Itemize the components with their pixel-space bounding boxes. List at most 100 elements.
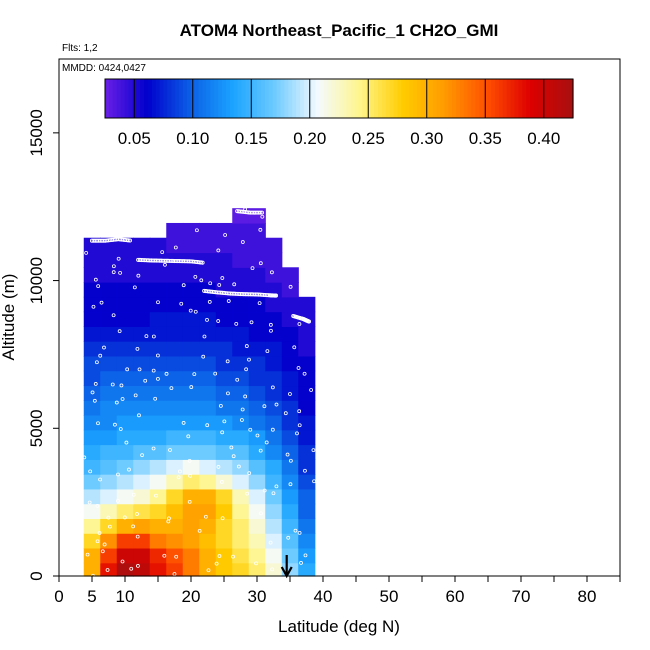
heatmap-cell (100, 326, 118, 342)
sample-point (257, 301, 262, 305)
sample-point (156, 300, 160, 305)
sample-point (187, 499, 192, 504)
heatmap-cell (215, 222, 233, 239)
sample-point (193, 309, 198, 314)
sample-point (168, 448, 172, 452)
heatmap-cell (83, 414, 101, 431)
colorbar-segment (218, 79, 223, 118)
sample-point (260, 214, 265, 219)
sample-point (119, 383, 124, 388)
heatmap-cell (215, 533, 233, 549)
heatmap-cell (149, 414, 167, 431)
heatmap-cell (83, 459, 101, 475)
heatmap-cell (182, 429, 200, 446)
colorbar-segment (222, 79, 227, 118)
sample-point (110, 382, 115, 387)
track-point (258, 210, 263, 215)
sample-point (85, 552, 90, 557)
colorbar-tick-label: 0.10 (176, 129, 209, 148)
colorbar-segment (194, 79, 200, 118)
colorbar-segment (331, 79, 336, 118)
sample-point (309, 388, 314, 392)
colorbar-tick-label: 0.15 (235, 129, 268, 148)
sample-point (192, 372, 197, 377)
colorbar-segment (409, 79, 414, 118)
track-point (273, 293, 279, 298)
heatmap-cell (265, 518, 283, 534)
colorbar-segment (315, 79, 321, 118)
heatmap-cell (265, 503, 283, 519)
sample-point (105, 568, 110, 572)
heatmap-cell (215, 562, 233, 577)
sample-point (312, 479, 316, 484)
heatmap-cell (199, 237, 217, 254)
colorbar-segment (440, 79, 445, 118)
sample-point (220, 516, 225, 521)
heatmap-cell (116, 400, 134, 416)
heatmap-cell (116, 296, 134, 313)
colorbar-segment (116, 79, 122, 118)
heatmap-cell (182, 222, 200, 239)
heatmap-cell (166, 400, 184, 416)
heatmap-cell (298, 503, 316, 519)
sample-point (102, 345, 106, 350)
heatmap-cell (100, 414, 118, 431)
sample-point (207, 300, 212, 304)
x-tick-label: 10 (116, 587, 135, 606)
heatmap-cell (83, 474, 101, 490)
colorbar-tick-label: 0.30 (410, 129, 443, 148)
heatmap-cell (265, 474, 283, 490)
heatmap-cell (281, 370, 299, 387)
heatmap-cell (166, 341, 184, 357)
heatmap-cell (149, 282, 167, 298)
track-point (126, 238, 131, 243)
colorbar-segment (358, 79, 363, 118)
colorbar-segment (124, 79, 129, 118)
heatmap-cell (215, 429, 233, 446)
sample-point (144, 334, 149, 338)
heatmap-cell (265, 252, 283, 268)
heatmap-cell (100, 385, 118, 401)
sample-point (156, 353, 160, 358)
colorbar-segment (389, 79, 395, 118)
colorbar-tick-label: 0.35 (469, 129, 502, 148)
heatmap-cell (248, 459, 266, 475)
heatmap-cell (100, 459, 118, 475)
heatmap-cell (182, 326, 200, 342)
sample-point (303, 553, 308, 558)
sample-point (162, 553, 167, 558)
colorbar-segment (268, 79, 274, 118)
colorbar-segment (413, 79, 418, 118)
sample-point (288, 482, 293, 487)
sample-point (120, 397, 125, 401)
heatmap-cell (265, 400, 283, 416)
heatmap-cell (281, 459, 299, 475)
colorbar-segment (229, 79, 235, 118)
heatmap-cell (248, 547, 266, 564)
sample-point (262, 404, 267, 409)
heatmap-cell (133, 503, 151, 519)
sample-point (122, 515, 127, 520)
heatmap-cell (199, 414, 217, 431)
colorbar-segment (553, 79, 558, 118)
sample-point (197, 528, 202, 533)
sample-point (96, 284, 101, 289)
heatmap-cell (232, 326, 250, 342)
colorbar-segment (303, 79, 309, 118)
sample-point (118, 427, 123, 431)
heatmap-cell (149, 311, 167, 327)
sample-point (93, 382, 98, 386)
heatmap-cell (149, 503, 167, 519)
heatmap-cell (100, 474, 118, 490)
sample-point (181, 283, 186, 288)
colorbar-segment (467, 79, 473, 118)
colorbar-segment (151, 79, 157, 118)
heatmap-cell (199, 370, 217, 387)
sample-point (186, 434, 191, 439)
colorbar-segment (510, 79, 516, 118)
colorbar-segment (171, 79, 176, 118)
colorbar-segment (245, 79, 250, 118)
heatmap-cell (116, 503, 134, 519)
sample-point (208, 281, 213, 286)
sample-point (151, 334, 156, 339)
